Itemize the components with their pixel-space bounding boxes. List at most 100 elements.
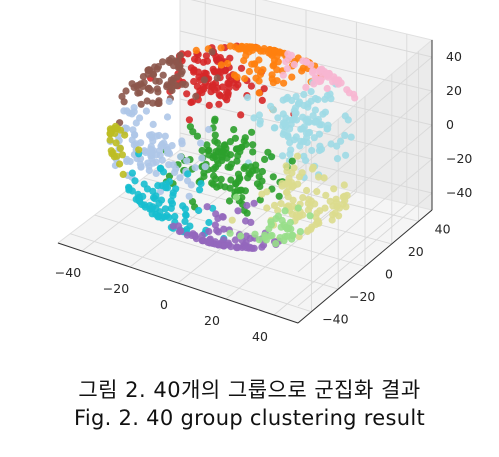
data-point (162, 184, 170, 192)
data-point (121, 131, 129, 139)
data-point (118, 151, 126, 159)
data-point (221, 141, 229, 149)
data-point (113, 152, 121, 160)
data-point (302, 83, 310, 91)
data-point (176, 51, 184, 59)
data-point (302, 156, 310, 164)
data-point (205, 227, 213, 236)
data-point (240, 137, 248, 145)
data-point (209, 180, 217, 188)
data-point (237, 64, 246, 72)
data-point (250, 199, 258, 207)
data-point (324, 73, 332, 81)
data-point (210, 68, 219, 76)
data-point (149, 187, 157, 195)
data-point (202, 52, 210, 60)
data-point (256, 117, 264, 125)
data-point (171, 168, 179, 176)
data-point (156, 164, 164, 172)
data-point (146, 149, 154, 157)
data-point (298, 169, 306, 177)
data-point (161, 132, 169, 140)
data-point (232, 180, 240, 188)
grid-line (118, 196, 366, 267)
data-point (322, 191, 330, 199)
data-point (331, 209, 339, 217)
data-point (204, 147, 212, 155)
data-point (284, 133, 292, 141)
data-point (140, 180, 148, 188)
data-point (220, 225, 228, 233)
y-tick-label: 20 (408, 244, 424, 259)
data-point (214, 241, 222, 249)
data-point (340, 181, 348, 189)
data-point (184, 177, 192, 185)
data-point (226, 163, 234, 171)
data-point (319, 110, 327, 118)
data-point (156, 147, 164, 155)
data-point (168, 200, 176, 208)
data-point (158, 156, 166, 164)
data-point (288, 169, 296, 177)
data-point (309, 163, 317, 171)
data-point (141, 201, 149, 209)
data-point (225, 80, 233, 88)
data-point (242, 244, 250, 252)
data-point (241, 75, 249, 83)
data-point (269, 173, 277, 181)
data-point (313, 188, 321, 196)
data-point (193, 132, 201, 140)
data-point (165, 58, 173, 67)
z-tick-label: −20 (446, 151, 472, 166)
data-point (145, 84, 153, 92)
data-point (340, 192, 348, 200)
data-point (315, 78, 323, 86)
data-point (135, 146, 143, 154)
data-point (316, 142, 324, 150)
data-point (112, 139, 120, 147)
data-point (245, 67, 253, 76)
data-point (116, 160, 124, 168)
data-point (189, 128, 197, 136)
data-point (282, 180, 290, 188)
data-point (234, 81, 242, 89)
data-point (282, 162, 290, 170)
data-point (156, 187, 165, 196)
data-point (152, 169, 160, 177)
data-point (255, 111, 263, 119)
data-point (209, 204, 217, 212)
data-point (293, 213, 301, 221)
data-point (144, 159, 152, 167)
data-point (225, 197, 234, 205)
data-point (176, 153, 185, 161)
data-point (217, 68, 225, 76)
data-point (155, 99, 163, 107)
data-point (290, 61, 298, 69)
data-point (339, 200, 347, 208)
data-point (210, 165, 218, 173)
data-point (342, 151, 350, 159)
data-point (271, 124, 279, 132)
data-point (251, 230, 259, 238)
grid-line (273, 203, 408, 316)
data-point (131, 177, 139, 185)
data-point (132, 119, 140, 127)
data-point (218, 213, 226, 221)
y-tick-label: 0 (385, 267, 393, 282)
data-point (152, 158, 160, 166)
data-point (189, 230, 197, 238)
data-point (242, 52, 250, 60)
data-point (299, 194, 307, 202)
data-point (199, 58, 208, 66)
data-point (174, 222, 183, 230)
data-point (178, 80, 186, 88)
data-point (220, 242, 228, 250)
grid-line (70, 233, 312, 313)
data-point (200, 237, 208, 245)
data-point (244, 93, 252, 102)
z-tick-label: −40 (446, 185, 472, 200)
data-point (231, 134, 239, 142)
data-point (309, 112, 317, 120)
data-point (286, 150, 294, 158)
